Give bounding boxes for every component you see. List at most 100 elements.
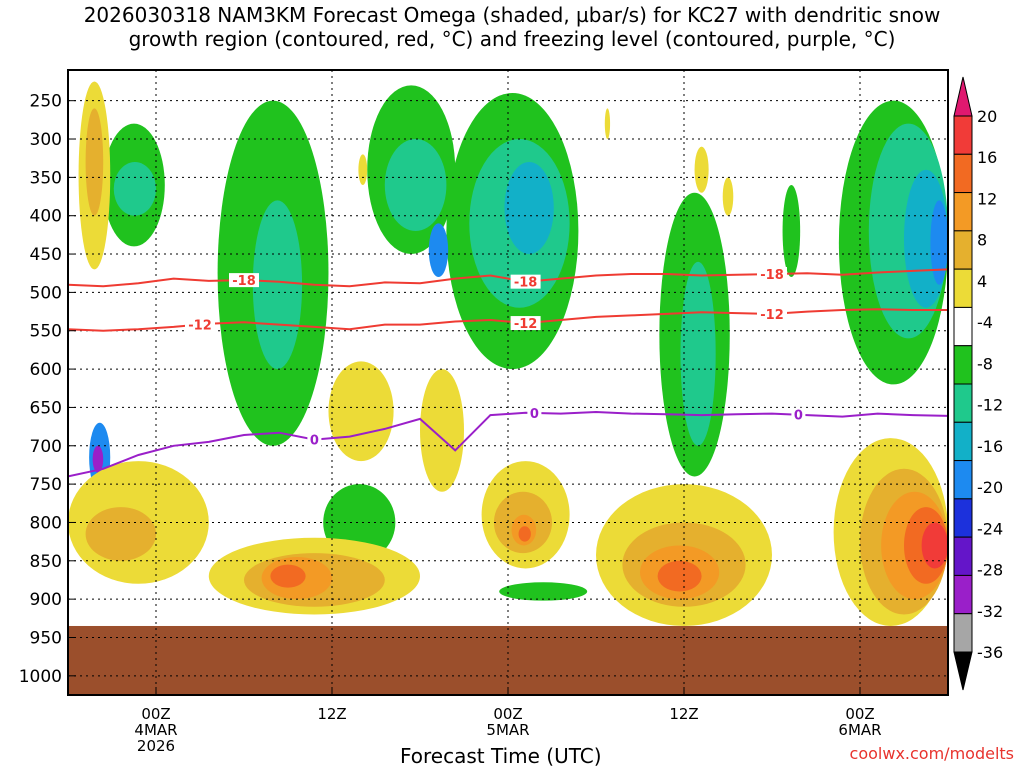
y-tick-label: 700 (30, 437, 62, 457)
y-tick-label: 750 (30, 475, 62, 495)
y-tick-label: 900 (30, 590, 62, 610)
contour-label-freezing-0: 0 (530, 407, 539, 422)
colorbar-swatch (953, 383, 973, 423)
colorbar-label: 8 (977, 231, 987, 250)
omega-region-sink-mid-day1b (420, 369, 464, 492)
contour-label-bg (307, 432, 322, 447)
colorbar-label: -8 (977, 354, 993, 373)
omega-region-rise-early-upper-core (113, 162, 156, 216)
contour-label-dendritic-12: -12 (760, 308, 784, 323)
y-tick-label: 800 (30, 513, 62, 533)
contour-label-bg (757, 266, 787, 281)
omega-region-rise-day1-upper-core (384, 139, 447, 232)
contour-label-bg (185, 317, 215, 332)
x-tick-label: 2026 (137, 737, 175, 755)
contour-label-bg (229, 273, 259, 288)
omega-region-rise-day1-narrow (428, 223, 449, 278)
colorbar-label: 20 (977, 107, 997, 126)
contour-label-freezing-0: 0 (794, 409, 803, 424)
chart-title-line2: growth region (contoured, red, °C) and f… (128, 27, 896, 51)
colorbar-top-arrow (953, 76, 973, 117)
colorbar-label: -28 (977, 561, 1003, 580)
y-tick-label: 850 (30, 552, 62, 572)
contour-label-bg (791, 407, 806, 422)
colorbar-swatch (953, 268, 973, 308)
y-tick-label: 650 (30, 398, 62, 418)
y-tick-label: 1000 (19, 667, 62, 687)
omega-region-rise-day3-core3 (930, 200, 948, 285)
omega-colorbar: 20 16 12 8 4 -4 -8 -12 -16 -20 -24 -28 -32 -36 (953, 76, 1003, 691)
colorbar-label: 16 (977, 148, 997, 167)
contour-label-dendritic-12: -12 (514, 317, 538, 332)
omega-region-sink-upper-thin1 (358, 154, 368, 186)
omega-region-sink-upper-thin4 (604, 108, 611, 140)
x-tick-label: 12Z (669, 705, 698, 723)
y-tick-label: 250 (30, 92, 62, 112)
colorbar-bottom-arrow (953, 651, 973, 691)
omega-region-sink-early-column-core (85, 108, 104, 216)
omega-region-sink-upper-thin2 (694, 146, 709, 193)
y-tick-label: 450 (30, 245, 62, 265)
contour-label-freezing-0: 0 (310, 434, 319, 449)
omega-region-rise-low-right (499, 582, 588, 601)
contour-label-dendritic-18: -18 (232, 274, 256, 289)
contour-label-dendritic-12: -12 (188, 319, 212, 334)
colorbar-swatch (953, 574, 973, 615)
y-tick-label: 550 (30, 322, 62, 342)
colorbar-label: -36 (977, 643, 1003, 662)
colorbar-label: -32 (977, 602, 1003, 621)
x-tick-label: 6MAR (838, 721, 881, 739)
y-tick-label: 400 (30, 207, 62, 227)
y-tick-label: 500 (30, 283, 62, 303)
omega-region-rise-day1-column-core2 (504, 162, 554, 255)
colorbar-swatch (953, 192, 973, 232)
omega-region-sink-low-day3-core4 (921, 522, 948, 569)
colorbar-swatch (953, 345, 973, 385)
colorbar-label: 4 (977, 272, 987, 291)
credit-text: coolwx.com/modelts (849, 744, 1014, 763)
colorbar-label: -16 (977, 437, 1003, 456)
x-axis-title: Forecast Time (UTC) (400, 744, 602, 768)
pressure-axis: 250 300 350 400 450 500 550 600 650 700 750 800 850 9… (19, 92, 76, 687)
y-tick-label: 350 (30, 168, 62, 188)
chart-title-line1: 2026030318 NAM3KM Forecast Omega (shaded… (83, 3, 941, 27)
colorbar-label: 12 (977, 189, 997, 208)
omega-region-sink-low-day2b-core3 (657, 560, 702, 592)
colorbar-swatch (953, 498, 973, 538)
x-tick-label: 5MAR (486, 721, 529, 739)
contour-label-bg (757, 306, 787, 321)
contour-label-bg (527, 405, 542, 420)
omega-region-rise-early-mid-core (252, 200, 303, 370)
colorbar-label: -4 (977, 313, 993, 332)
y-tick-label: 950 (30, 628, 62, 648)
x-tick-label: 00Z (845, 705, 874, 723)
grid-lines (68, 70, 948, 695)
colorbar-label: -24 (977, 519, 1003, 538)
contour-label-dendritic-18: -18 (514, 276, 538, 291)
colorbar-swatch (953, 230, 973, 270)
colorbar-label: -20 (977, 478, 1003, 497)
y-tick-label: 600 (30, 360, 62, 380)
omega-region-rise-day2-side (782, 185, 801, 278)
contour-label-bg (510, 316, 541, 331)
colorbar-swatch (953, 536, 973, 576)
omega-region-rise-day2-low-core (680, 261, 716, 446)
colorbar-swatch (953, 421, 973, 462)
contour-label-dendritic-18: -18 (760, 268, 784, 283)
colorbar-swatch (953, 115, 973, 155)
omega-region-rise-small-left-core (92, 445, 104, 473)
contour-dendritic-18 (68, 268, 948, 288)
omega-region-sink-low-day2-core3 (518, 526, 531, 542)
colorbar-swatch (953, 306, 973, 347)
colorbar-swatch (953, 153, 973, 194)
x-tick-label: 00Z (141, 705, 170, 723)
y-tick-label: 300 (30, 130, 62, 150)
omega-region-sink-low-day1-core3 (270, 564, 306, 588)
colorbar-label: -12 (977, 396, 1003, 415)
colorbar-swatch (953, 613, 973, 653)
x-tick-label: 4MAR (134, 721, 177, 739)
x-tick-label: 00Z (493, 705, 522, 723)
omega-region-sink-low-early-core (85, 507, 156, 561)
